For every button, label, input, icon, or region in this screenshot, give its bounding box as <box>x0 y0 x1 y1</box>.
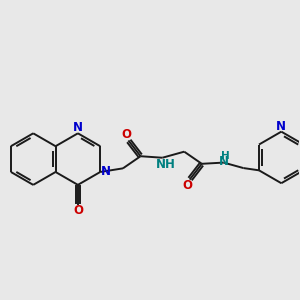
Text: O: O <box>182 178 192 191</box>
Text: O: O <box>121 128 131 142</box>
Text: H: H <box>221 151 230 161</box>
Text: N: N <box>219 154 229 168</box>
Text: N: N <box>101 166 111 178</box>
Text: NH: NH <box>156 158 176 171</box>
Text: O: O <box>73 204 83 217</box>
Text: N: N <box>276 120 286 133</box>
Text: N: N <box>73 122 83 134</box>
